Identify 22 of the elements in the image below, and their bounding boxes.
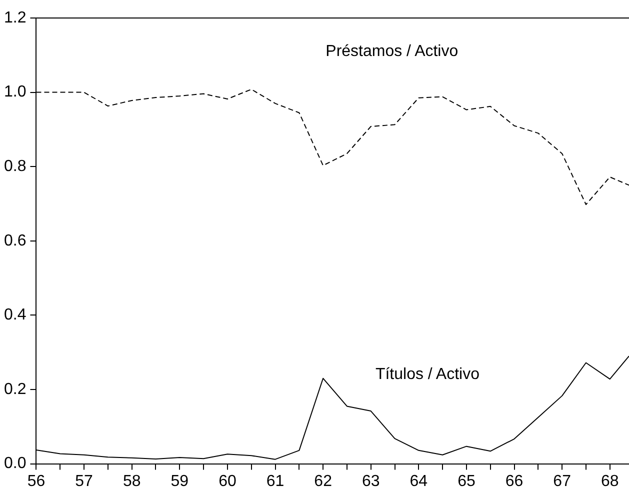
y-tick-label: 1.2 xyxy=(4,9,26,26)
x-tick-label: 64 xyxy=(410,472,428,490)
x-tick-label: 65 xyxy=(458,472,476,490)
x-tick-label: 57 xyxy=(75,472,94,490)
x-tick-label: 60 xyxy=(218,472,236,490)
x-tick-label: 59 xyxy=(170,472,189,490)
x-tick-label: 56 xyxy=(27,472,46,490)
y-tick-label: 1.0 xyxy=(4,84,26,101)
x-tick-label: 61 xyxy=(266,472,284,490)
x-tick-label: 68 xyxy=(600,472,619,490)
x-tick-label: 67 xyxy=(553,472,572,490)
x-tick-label: 58 xyxy=(122,472,141,490)
y-tick-label: 0.8 xyxy=(4,158,26,176)
y-tick-label: 0.2 xyxy=(4,380,26,398)
y-tick-label: 0.4 xyxy=(4,306,26,324)
x-tick-label: 63 xyxy=(362,472,380,490)
y-tick-label: 0.0 xyxy=(4,455,26,472)
x-tick-label: 66 xyxy=(505,472,524,490)
y-tick-label: 0.6 xyxy=(4,232,26,250)
text: Préstamos / Activo xyxy=(326,42,458,60)
x-tick-label: 62 xyxy=(314,472,332,490)
series-label: Títulos / Activo xyxy=(375,366,480,384)
